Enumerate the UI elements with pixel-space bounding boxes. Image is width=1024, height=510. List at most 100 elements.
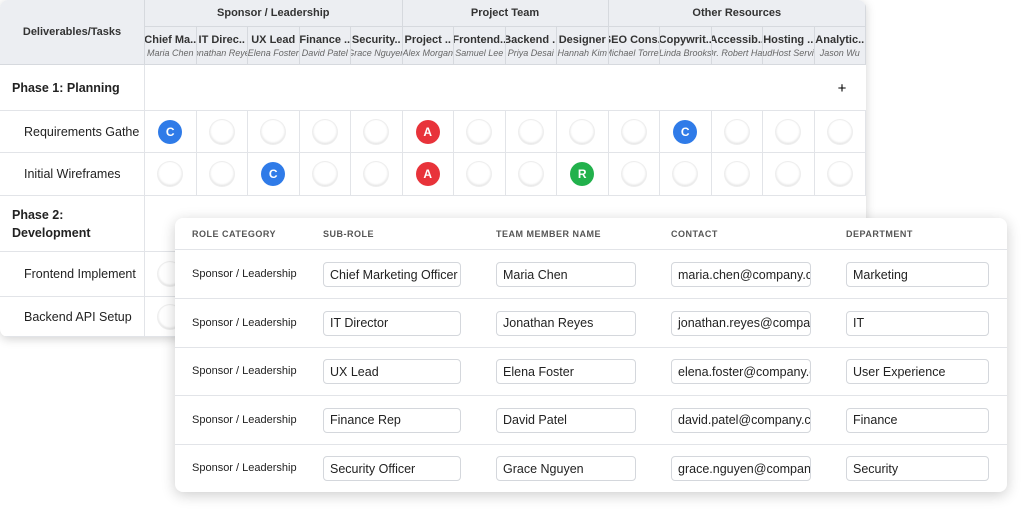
text-input[interactable]: maria.chen@company.com — [671, 262, 811, 287]
row-border — [175, 443, 1007, 445]
role-title: Accessib.. — [711, 33, 763, 46]
matrix-cell: A — [402, 153, 454, 196]
assignment-badge[interactable]: R — [570, 162, 595, 186]
matrix-cell — [814, 153, 866, 196]
role-member: Michael Torres — [609, 47, 660, 58]
assignment-badge[interactable] — [158, 162, 182, 186]
assignment-badge[interactable] — [776, 162, 800, 186]
add-button[interactable]: + — [837, 79, 847, 97]
role-header: UX Lead Elena Foster — [248, 27, 300, 65]
text-input[interactable]: Security Officer — [323, 456, 461, 481]
role-title: IT Direc.. — [198, 33, 245, 46]
assignment-badge[interactable] — [467, 120, 491, 144]
role-title: Project .. — [404, 33, 451, 46]
assignment-badge[interactable] — [364, 120, 388, 144]
role-member: Jason Wu — [819, 47, 860, 58]
assignment-badge[interactable]: C — [158, 119, 183, 144]
assignment-badge[interactable]: C — [261, 162, 286, 186]
text-input[interactable]: Finance — [846, 407, 989, 433]
matrix-cell — [763, 111, 815, 153]
matrix-cell: C — [145, 111, 197, 153]
row-border — [144, 196, 145, 252]
role-header: Finance .. David Patel — [299, 27, 351, 65]
role-title: Backend .. — [505, 33, 557, 46]
text-input[interactable]: Marketing — [846, 262, 989, 287]
row-border — [175, 298, 1007, 299]
row-border — [0, 110, 866, 111]
text-input[interactable]: david.patel@company.com — [671, 407, 811, 433]
text-input[interactable]: David Patel — [496, 407, 636, 433]
matrix-cell — [557, 111, 609, 153]
text-input[interactable]: Security — [846, 456, 989, 481]
role-header: Security..Grace Nguyen — [351, 27, 403, 65]
role-title: Copywrit.. — [660, 33, 712, 46]
text-input[interactable]: Jonathan Reyes — [496, 310, 636, 336]
assignment-badge[interactable] — [313, 120, 337, 144]
matrix-cell — [814, 111, 866, 153]
matrix-cell — [196, 153, 248, 196]
text-input[interactable]: jonathan.reyes@company.com — [671, 310, 811, 336]
role-category: Sponsor / Leadership — [192, 316, 297, 329]
role-header: Analytic.. Jason Wu — [814, 27, 866, 65]
role-title: UX Lead — [251, 33, 296, 46]
assignment-badge[interactable]: C — [673, 119, 698, 144]
assignment-badge[interactable] — [261, 120, 285, 144]
text-input[interactable]: IT — [846, 310, 989, 336]
column-header: TEAM MEMBER NAME — [496, 229, 601, 239]
matrix-cell — [351, 111, 403, 153]
assignment-badge[interactable] — [828, 120, 852, 144]
assignment-badge[interactable] — [725, 162, 749, 186]
assignment-badge[interactable]: A — [415, 119, 440, 144]
text-input[interactable]: elena.foster@company.com — [671, 359, 811, 384]
matrix-cell — [299, 153, 351, 196]
text-input[interactable]: UX Lead — [323, 359, 461, 384]
assignment-badge[interactable] — [622, 120, 646, 144]
text-input[interactable]: Maria Chen — [496, 262, 636, 287]
assignment-badge[interactable] — [622, 162, 646, 186]
assignment-badge[interactable] — [467, 162, 491, 186]
role-title: Finance .. — [299, 33, 351, 46]
role-title: SEO Cons.. — [609, 33, 660, 46]
assignment-badge[interactable] — [519, 162, 543, 186]
role-header: Designer Hannah Kim — [557, 27, 609, 65]
role-member: CloudHost Services — [763, 47, 814, 58]
matrix-cell — [454, 111, 506, 153]
assignment-badge[interactable] — [673, 162, 697, 186]
assignment-badge[interactable] — [570, 120, 594, 144]
matrix-cell: R — [557, 153, 609, 196]
assignment-badge[interactable] — [364, 162, 388, 186]
role-member: Jonathan Reyes — [197, 47, 248, 58]
role-category: Sponsor / Leadership — [192, 268, 297, 280]
header-border — [175, 249, 1007, 250]
text-input[interactable]: Elena Foster — [496, 359, 636, 384]
role-title: Analytic.. — [815, 33, 865, 46]
assignment-badge[interactable] — [210, 162, 234, 186]
task-label: Backend API Setup — [0, 297, 145, 337]
matrix-cell — [711, 111, 763, 153]
text-input[interactable]: User Experience — [846, 359, 989, 384]
assignment-badge[interactable] — [828, 162, 852, 186]
role-title: Security.. — [351, 33, 401, 46]
role-header: IT Direc..Jonathan Reyes — [196, 27, 248, 65]
assignment-badge[interactable] — [210, 120, 234, 144]
role-header: Chief Ma.. Maria Chen — [145, 27, 197, 65]
text-input[interactable]: grace.nguyen@company.com — [671, 456, 811, 481]
assignment-badge[interactable] — [313, 162, 337, 186]
assignment-badge[interactable] — [519, 120, 543, 144]
text-input[interactable]: IT Director — [323, 310, 461, 336]
group-header: Project Team — [402, 0, 609, 27]
assignment-badge[interactable] — [725, 120, 749, 144]
text-input[interactable]: Finance Rep — [323, 407, 461, 433]
text-input[interactable]: Grace Nguyen — [496, 456, 636, 481]
group-header: Sponsor / Leadership — [145, 0, 403, 27]
task-label: Initial Wireframes — [0, 153, 145, 196]
assignment-badge[interactable] — [776, 120, 800, 144]
text-input[interactable]: Chief Marketing Officer — [323, 262, 461, 287]
role-header: Copywrit.. Linda Brooks — [660, 27, 712, 65]
role-title: Designer — [558, 33, 606, 46]
matrix-cell — [299, 111, 351, 153]
assignment-badge[interactable]: A — [415, 162, 440, 186]
role-header: Project .. Alex Morgan — [402, 27, 454, 65]
matrix-cell — [763, 153, 815, 196]
